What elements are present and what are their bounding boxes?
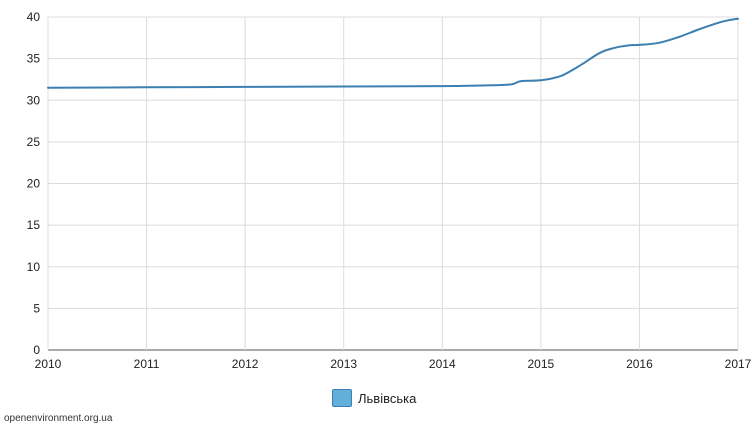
legend-swatch[interactable] (332, 389, 352, 407)
y-tick-label: 30 (27, 93, 41, 107)
y-tick-label: 35 (27, 52, 41, 66)
legend[interactable]: Львівська (332, 389, 416, 407)
x-tick-label: 2017 (725, 357, 752, 371)
y-tick-label: 25 (27, 135, 41, 149)
x-tick-label: 2013 (330, 357, 357, 371)
series-layer (47, 17, 739, 89)
x-tick-label: 2015 (528, 357, 555, 371)
y-tick-label: 10 (27, 260, 41, 274)
x-tick-label: 2012 (232, 357, 259, 371)
y-tick-label: 5 (33, 301, 40, 315)
x-tick-label: 2011 (134, 357, 160, 371)
y-tick-label: 0 (33, 343, 40, 357)
x-tick-label: 2014 (429, 357, 456, 371)
source-credit: openenvironment.org.ua (4, 413, 113, 424)
x-tick-label: 2010 (35, 357, 62, 371)
y-tick-label: 20 (27, 177, 41, 191)
grid (47, 16, 739, 351)
legend-label-lvivska[interactable]: Львівська (358, 390, 417, 406)
y-tick-label: 15 (27, 218, 41, 232)
axis-labels: 0 5 10 15 20 25 30 35 40 2010 2011 2012 2013 2014 2015… (27, 10, 752, 371)
y-tick-label: 40 (27, 10, 41, 24)
series-line-lvivska (47, 17, 739, 89)
x-tick-label: 2016 (626, 357, 653, 371)
